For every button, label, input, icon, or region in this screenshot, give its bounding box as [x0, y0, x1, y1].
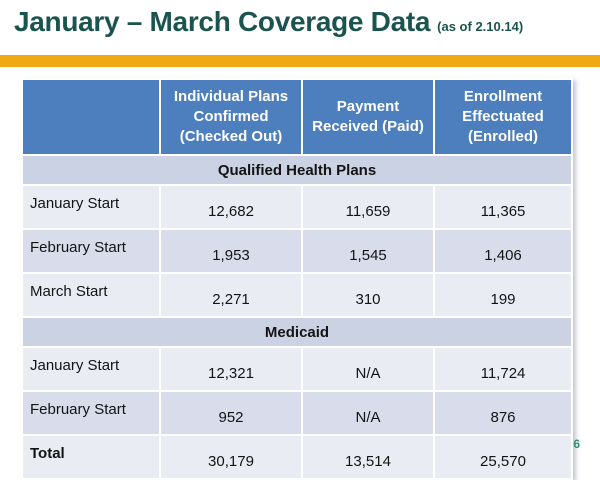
section-band-medicaid: Medicaid — [23, 318, 571, 346]
page-number: 6 — [573, 437, 580, 451]
data-cell: 12,682 — [161, 186, 301, 228]
slide-header: January – March Coverage Data (as of 2.10… — [14, 6, 592, 38]
data-cell: 11,659 — [303, 186, 433, 228]
row-label: January Start — [23, 348, 159, 390]
title-date-suffix: (as of 2.10.14) — [437, 19, 524, 34]
data-cell: N/A — [303, 392, 433, 434]
data-cell: 2,271 — [161, 274, 301, 316]
data-cell: 1,545 — [303, 230, 433, 272]
row-label: February Start — [23, 392, 159, 434]
data-cell: 952 — [161, 392, 301, 434]
data-cell: 199 — [435, 274, 571, 316]
header-cell-enrollment-effectuated: Enrollment Effectuated (Enrolled) — [435, 80, 571, 154]
page-title: January – March Coverage Data — [14, 6, 431, 37]
total-data-cell: 30,179 — [161, 436, 301, 478]
slide: { "slide": { "title": "January – March C… — [0, 6, 600, 478]
table-row-medicaid-february: February Start 952 N/A 876 — [23, 392, 571, 434]
data-cell: 1,953 — [161, 230, 301, 272]
data-cell: 876 — [435, 392, 571, 434]
coverage-data-table: Individual Plans Confirmed (Checked Out)… — [21, 78, 573, 480]
total-data-cell: 13,514 — [303, 436, 433, 478]
row-label: January Start — [23, 186, 159, 228]
data-cell: N/A — [303, 348, 433, 390]
table-row-qhp-january: January Start 12,682 11,659 11,365 — [23, 186, 571, 228]
section-band-qualified-health-plans: Qualified Health Plans — [23, 156, 571, 184]
data-cell: 1,406 — [435, 230, 571, 272]
table-row-medicaid-january: January Start 12,321 N/A 11,724 — [23, 348, 571, 390]
row-label: March Start — [23, 274, 159, 316]
table-row-total: Total 30,179 13,514 25,570 — [23, 436, 571, 478]
data-cell: 310 — [303, 274, 433, 316]
table-row-qhp-march: March Start 2,271 310 199 — [23, 274, 571, 316]
header-cell-individual-plans: Individual Plans Confirmed (Checked Out) — [161, 80, 301, 154]
section-band-label: Qualified Health Plans — [23, 156, 571, 184]
total-data-cell: 25,570 — [435, 436, 571, 478]
data-cell: 12,321 — [161, 348, 301, 390]
table-header-row: Individual Plans Confirmed (Checked Out)… — [23, 80, 571, 154]
header-cell-payment-received: Payment Received (Paid) — [303, 80, 433, 154]
data-cell: 11,724 — [435, 348, 571, 390]
row-label: February Start — [23, 230, 159, 272]
data-cell: 11,365 — [435, 186, 571, 228]
total-row-label: Total — [23, 436, 159, 478]
accent-divider-bar — [0, 55, 600, 67]
section-band-label: Medicaid — [23, 318, 571, 346]
table-row-qhp-february: February Start 1,953 1,545 1,406 — [23, 230, 571, 272]
header-cell-empty — [23, 80, 159, 154]
